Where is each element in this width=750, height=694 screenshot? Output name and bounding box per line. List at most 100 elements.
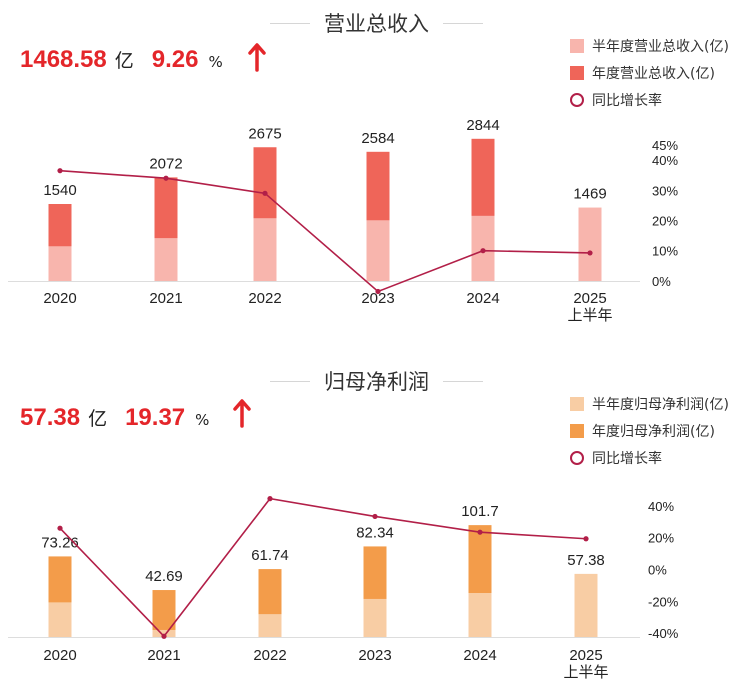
revenue-growth-unit: % <box>208 53 223 71</box>
bar-half-2023 <box>363 598 387 637</box>
bar-half-2022 <box>253 218 277 281</box>
profit-legend: 半年度归母净利润(亿) 年度归母净利润(亿) 同比增长率 <box>570 390 750 471</box>
profit-title-block: 归母净利润 <box>270 364 483 398</box>
growth-point <box>267 496 273 502</box>
growth-point <box>262 190 268 196</box>
x-tick-label: 2024 <box>463 647 496 664</box>
growth-point <box>57 525 63 531</box>
bar-half-2020 <box>48 602 72 637</box>
y2-tick-label: 40% <box>648 499 674 514</box>
revenue-growth-value: 9.26 <box>151 46 199 73</box>
legend-item-annual[interactable]: 年度营业总收入(亿) <box>570 59 750 86</box>
bar-value-label: 57.38 <box>567 552 605 569</box>
profit-panel: 归母净利润 57.38 亿 19.37 % 半年度归母净利润(亿) 年度归母净利… <box>0 358 750 694</box>
x-tick-label: 2022 <box>253 647 286 664</box>
bar-half-2021 <box>152 629 176 637</box>
y2-tick-label: 0% <box>652 274 671 289</box>
y2-tick-label: -40% <box>648 626 679 641</box>
up-arrow-icon <box>248 43 266 72</box>
bar-half-2025 <box>578 207 602 281</box>
growth-point <box>161 633 167 639</box>
growth-point <box>375 288 381 295</box>
growth-line <box>59 169 591 293</box>
x-tick-label: 2023 <box>361 290 394 307</box>
y2-tick-label: 10% <box>652 244 678 259</box>
profit-chart: 73.26202042.69202161.74202282.342023101.… <box>8 496 679 681</box>
bar-half-2023 <box>366 220 390 281</box>
legend-label-half: 半年度营业总收入(亿) <box>592 38 729 55</box>
x-tick-label: 2020 <box>43 290 76 307</box>
title-rule-left <box>270 380 310 382</box>
bar-half-2021 <box>154 238 178 281</box>
y2-tick-label: 20% <box>652 214 678 229</box>
revenue-headline-value: 1468.58 <box>20 46 107 73</box>
x-tick-label: 2021 <box>149 290 182 307</box>
y2-tick-label: 40% <box>652 153 678 168</box>
x-tick-label: 2021 <box>147 647 180 664</box>
growth-point <box>480 248 486 254</box>
profit-headline-value: 57.38 <box>20 404 81 431</box>
legend-label-annual: 年度归母净利润(亿) <box>592 423 715 440</box>
legend-item-growth[interactable]: 同比增长率 <box>570 444 750 471</box>
bar-value-label: 2675 <box>248 125 281 142</box>
legend-item-half[interactable]: 半年度归母净利润(亿) <box>570 390 750 417</box>
revenue-headline-unit: 亿 <box>114 50 134 72</box>
x-tick-label: 2023 <box>358 647 391 664</box>
legend-label-half: 半年度归母净利润(亿) <box>592 396 729 413</box>
title-rule-right <box>443 380 483 382</box>
legend-item-half[interactable]: 半年度营业总收入(亿) <box>570 32 750 59</box>
legend-label-growth: 同比增长率 <box>592 92 662 109</box>
revenue-title-block: 营业总收入 <box>270 6 483 40</box>
x-tick-label: 2025 <box>569 647 602 664</box>
growth-point <box>163 175 169 181</box>
bar-annual-2021 <box>152 590 176 637</box>
legend-swatch-half <box>570 38 584 53</box>
revenue-legend: 半年度营业总收入(亿) 年度营业总收入(亿) 同比增长率 <box>570 32 750 113</box>
bar-half-2025 <box>574 573 598 637</box>
revenue-headline: 1468.58 亿 9.26 % <box>20 46 223 80</box>
revenue-title: 营业总收入 <box>324 12 429 36</box>
revenue-panel: 营业总收入 1468.58 亿 9.26 % 半年度营业总收入(亿) 年度营业总… <box>0 0 750 345</box>
legend-label-growth: 同比增长率 <box>592 450 662 467</box>
bar-value-label: 42.69 <box>145 568 183 585</box>
title-rule-right <box>443 22 483 24</box>
bar-value-label: 1469 <box>573 186 606 203</box>
x-tick-label: 2025 <box>573 290 606 307</box>
y2-tick-label: 30% <box>652 183 678 198</box>
legend-label-annual: 年度营业总收入(亿) <box>592 65 715 82</box>
legend-swatch-annual <box>570 423 584 438</box>
title-rule-left <box>270 22 310 24</box>
x-tick-label: 2024 <box>466 290 499 307</box>
bar-half-2024 <box>468 593 492 637</box>
bar-half-2020 <box>48 246 72 281</box>
bar-value-label: 1540 <box>43 182 76 199</box>
legend-item-growth[interactable]: 同比增长率 <box>570 86 750 113</box>
profit-headline-unit: 亿 <box>88 408 108 430</box>
legend-swatch-half <box>570 396 584 411</box>
growth-point <box>372 513 378 520</box>
x-tick-sublabel: 上半年 <box>567 307 612 324</box>
bar-value-label: 101.7 <box>461 503 499 520</box>
legend-ring-growth <box>570 450 584 465</box>
bar-value-label: 2844 <box>466 117 499 134</box>
x-tick-label: 2022 <box>248 290 281 307</box>
bar-value-label: 61.74 <box>251 547 289 564</box>
legend-item-annual[interactable]: 年度归母净利润(亿) <box>570 417 750 444</box>
growth-point <box>477 529 483 535</box>
bar-value-label: 2072 <box>149 155 182 172</box>
y2-tick-label: 45% <box>652 138 678 153</box>
bar-value-label: 82.34 <box>356 524 394 541</box>
profit-growth-value: 19.37 <box>125 404 186 431</box>
growth-point <box>57 168 63 174</box>
legend-swatch-annual <box>570 65 584 80</box>
growth-point <box>583 536 589 542</box>
profit-growth-unit: % <box>195 411 210 429</box>
y2-tick-label: 20% <box>648 531 674 546</box>
up-arrow-icon <box>233 399 251 428</box>
growth-line <box>59 497 587 638</box>
profit-title: 归母净利润 <box>324 370 429 394</box>
bar-half-2022 <box>258 614 282 637</box>
x-tick-sublabel: 上半年 <box>563 664 608 681</box>
legend-ring-growth <box>570 92 584 107</box>
bar-value-label: 2584 <box>361 130 394 147</box>
